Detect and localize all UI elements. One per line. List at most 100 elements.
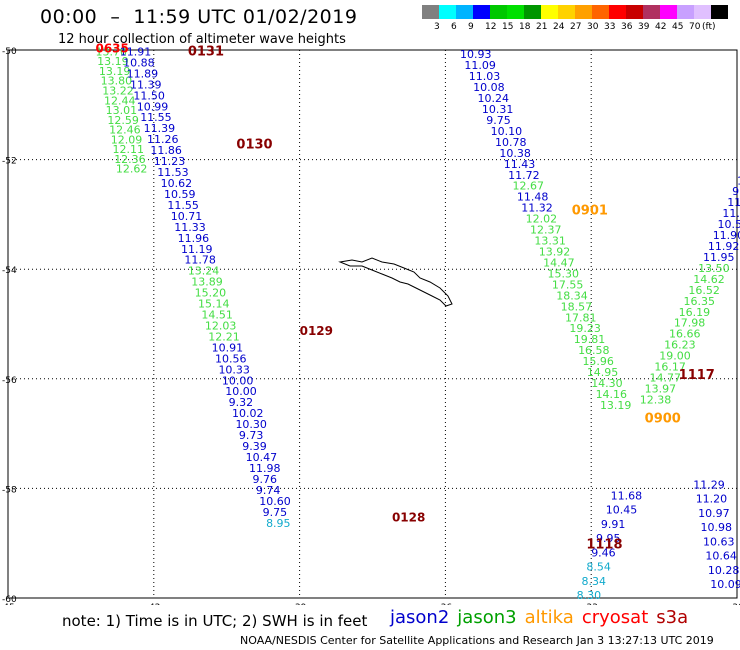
wave-height-value: 10.56 — [215, 352, 247, 365]
satellite-legend-altika: altika — [524, 607, 574, 628]
color-swatch — [694, 5, 711, 19]
wave-height-value: 15.30 — [547, 267, 579, 280]
wave-height-value: 11.89 — [127, 67, 159, 80]
wave-height-value: 10.59 — [718, 218, 740, 231]
wave-height-value: 11.26 — [147, 133, 179, 146]
satellite-legend-s3a: s3a — [656, 607, 689, 628]
wave-height-value: 12.09 — [111, 133, 143, 146]
y-tick-label: -52 — [2, 157, 17, 167]
y-tick-label: -50 — [2, 47, 17, 57]
annotation-label: 0635 — [95, 42, 128, 56]
wave-height-value: 9.76 — [252, 473, 277, 486]
wave-height-value: 12.44 — [104, 94, 136, 107]
wave-height-value: 14.16 — [596, 388, 628, 401]
color-scale-label: 42 — [655, 22, 667, 32]
wave-height-value: 11.45 — [727, 196, 740, 209]
wave-height-value: 19.81 — [574, 333, 606, 346]
wave-height-value: 12.67 — [512, 180, 544, 193]
wave-height-value: 8.30 — [577, 589, 602, 602]
wave-height-value: 13.97 — [645, 383, 677, 396]
annotation-label: 0129 — [300, 324, 333, 338]
wave-height-value: 19.23 — [569, 322, 601, 335]
wave-height-value: 10.98 — [701, 521, 733, 534]
wave-height-value: 10.63 — [703, 535, 735, 548]
color-swatch — [524, 5, 541, 19]
wave-height-value: 11.09 — [464, 59, 496, 72]
wave-height-value: 12.62 — [116, 163, 148, 176]
pass-time-label: 0131 — [188, 44, 224, 59]
wave-height-value: 9.75 — [263, 506, 288, 519]
wave-height-value: 11.90 — [713, 229, 740, 242]
wave-height-value: 11.20 — [696, 493, 728, 506]
wave-height-value: 10.99 — [137, 100, 169, 113]
pass-time-label: 1117 — [679, 368, 715, 383]
wave-height-value: 15.20 — [195, 287, 227, 300]
wave-height-value: 17.81 — [565, 311, 597, 324]
wave-height-value: 11.48 — [517, 191, 549, 204]
wave-height-value: 14.77 — [650, 372, 682, 385]
color-swatch — [558, 5, 575, 19]
wave-height-value: 11.96 — [178, 232, 210, 245]
footer-note: note: 1) Time is in UTC; 2) SWH is in fe… — [62, 612, 368, 630]
wave-height-value: 10.31 — [482, 103, 513, 116]
wave-height-value: 9.75 — [486, 114, 511, 127]
color-scale-label: 30 — [587, 22, 599, 32]
wave-height-value: 10.97 — [698, 507, 730, 520]
y-tick-label: -54 — [2, 266, 17, 276]
wave-height-value: 13.19 — [99, 65, 130, 78]
wave-height-value: 8.34 — [581, 575, 606, 588]
wave-height-value: 12.37 — [530, 224, 562, 237]
wave-height-value: 18.57 — [561, 300, 593, 313]
color-scale-label: 36 — [621, 22, 633, 32]
wave-height-value: 10.78 — [495, 136, 527, 149]
wave-height-value: 10.88 — [123, 56, 155, 69]
color-scale-label: 39 — [638, 22, 650, 32]
wave-height-value: 11.86 — [150, 144, 182, 157]
wave-height-value: 11.92 — [708, 240, 740, 253]
chart-title: 00:00 – 11:59 UTC 01/02/2019 — [40, 6, 358, 28]
wave-height-value: 16.58 — [578, 344, 610, 357]
wave-height-value: 18.34 — [556, 289, 588, 302]
wave-height-value: 9.46 — [591, 546, 616, 559]
color-scale-label: 18 — [519, 22, 531, 32]
color-scale-labels: 3 6 9 12 15 18 21 24 27 30 33 36 39 42 45 70 (ft) — [422, 22, 740, 34]
wave-height-value: 14.95 — [587, 366, 619, 379]
pass-time-label: 0130 — [236, 138, 272, 153]
color-scale-label: 45 — [672, 22, 684, 32]
wave-height-value: 11.39 — [144, 122, 176, 135]
wave-height-value: 12.11 — [112, 143, 143, 156]
color-swatch — [711, 5, 728, 19]
color-swatch — [677, 5, 694, 19]
wave-height-value: 10.91 — [212, 341, 244, 354]
color-scale-label: (ft) — [702, 22, 716, 32]
wave-height-value: 11.39 — [130, 78, 162, 91]
wave-height-value: 10.10 — [491, 125, 523, 138]
color-scale-label: 33 — [604, 22, 616, 32]
wave-height-value: 16.52 — [688, 284, 720, 297]
wave-height-value: 10.62 — [161, 177, 193, 190]
wave-height-value: 16.66 — [669, 328, 701, 341]
color-swatch — [456, 5, 473, 19]
wave-height-value: 10.47 — [246, 451, 277, 464]
island-outline — [338, 257, 453, 307]
wave-height-value: 10.28 — [708, 564, 740, 577]
color-swatch — [643, 5, 660, 19]
color-scale-label: 12 — [485, 22, 497, 32]
color-scale-label: 15 — [502, 22, 514, 32]
satellite-legend: jason2 jason3 altika cryosat s3a — [390, 607, 688, 628]
wave-height-value: 13.31 — [534, 235, 566, 248]
color-swatch — [626, 5, 643, 19]
wave-height-value: 11.33 — [174, 221, 206, 234]
wave-height-value: 19.00 — [659, 350, 691, 363]
color-swatch — [541, 5, 558, 19]
wave-height-value: 10.33 — [218, 363, 250, 376]
wave-height-value: 10.71 — [171, 210, 203, 223]
wave-height-value: 15.96 — [582, 355, 614, 368]
color-swatch — [507, 5, 524, 19]
color-swatch — [592, 5, 609, 19]
wave-height-value: 11.55 — [167, 199, 199, 212]
y-tick-label: -58 — [2, 485, 17, 495]
color-scale-label: 27 — [570, 22, 582, 32]
x-tick-label: -39 — [292, 603, 307, 605]
wave-height-value: 11.32 — [521, 202, 553, 215]
